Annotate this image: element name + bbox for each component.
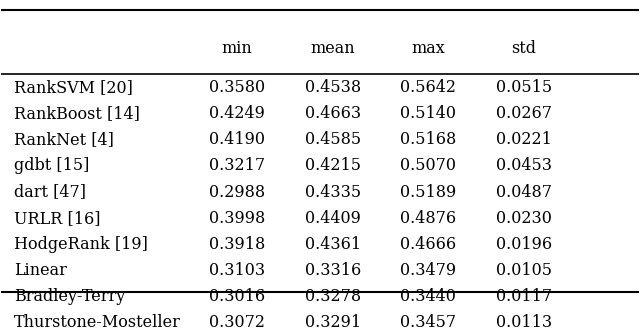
Text: 0.0453: 0.0453: [496, 157, 552, 174]
Text: 0.3998: 0.3998: [209, 210, 266, 227]
Text: 0.3479: 0.3479: [400, 262, 456, 279]
Text: 0.3291: 0.3291: [305, 314, 361, 329]
Text: 0.4335: 0.4335: [305, 184, 361, 201]
Text: 0.0117: 0.0117: [496, 288, 552, 305]
Text: Bradley-Terry: Bradley-Terry: [14, 288, 125, 305]
Text: Linear: Linear: [14, 262, 67, 279]
Text: 0.3457: 0.3457: [400, 314, 456, 329]
Text: 0.4585: 0.4585: [305, 131, 361, 148]
Text: 0.3278: 0.3278: [305, 288, 361, 305]
Text: 0.3103: 0.3103: [209, 262, 265, 279]
Text: 0.0515: 0.0515: [496, 79, 552, 96]
Text: 0.3580: 0.3580: [209, 79, 265, 96]
Text: URLR [16]: URLR [16]: [14, 210, 100, 227]
Text: 0.0105: 0.0105: [496, 262, 552, 279]
Text: RankBoost [14]: RankBoost [14]: [14, 105, 140, 122]
Text: 0.4538: 0.4538: [305, 79, 361, 96]
Text: gdbt [15]: gdbt [15]: [14, 157, 90, 174]
Text: min: min: [222, 40, 253, 57]
Text: 0.4361: 0.4361: [305, 236, 361, 253]
Text: 0.2988: 0.2988: [209, 184, 265, 201]
Text: 0.0230: 0.0230: [496, 210, 552, 227]
Text: std: std: [511, 40, 536, 57]
Text: 0.3217: 0.3217: [209, 157, 265, 174]
Text: 0.3316: 0.3316: [305, 262, 361, 279]
Text: max: max: [412, 40, 445, 57]
Text: 0.5070: 0.5070: [401, 157, 456, 174]
Text: 0.3440: 0.3440: [401, 288, 456, 305]
Text: 0.5642: 0.5642: [401, 79, 456, 96]
Text: 0.4409: 0.4409: [305, 210, 361, 227]
Text: 0.0267: 0.0267: [496, 105, 552, 122]
Text: 0.0196: 0.0196: [496, 236, 552, 253]
Text: RankSVM [20]: RankSVM [20]: [14, 79, 133, 96]
Text: 0.5140: 0.5140: [401, 105, 456, 122]
Text: 0.5168: 0.5168: [400, 131, 456, 148]
Text: 0.4249: 0.4249: [209, 105, 265, 122]
Text: 0.3016: 0.3016: [209, 288, 265, 305]
Text: 0.4666: 0.4666: [400, 236, 456, 253]
Text: 0.4215: 0.4215: [305, 157, 361, 174]
Text: 0.5189: 0.5189: [400, 184, 456, 201]
Text: 0.0113: 0.0113: [496, 314, 552, 329]
Text: mean: mean: [310, 40, 355, 57]
Text: dart [47]: dart [47]: [14, 184, 86, 201]
Text: 0.0221: 0.0221: [496, 131, 552, 148]
Text: Thurstone-Mosteller: Thurstone-Mosteller: [14, 314, 181, 329]
Text: 0.4663: 0.4663: [305, 105, 361, 122]
Text: 0.4190: 0.4190: [209, 131, 265, 148]
Text: 0.3918: 0.3918: [209, 236, 266, 253]
Text: 0.4876: 0.4876: [400, 210, 456, 227]
Text: HodgeRank [19]: HodgeRank [19]: [14, 236, 148, 253]
Text: RankNet [4]: RankNet [4]: [14, 131, 114, 148]
Text: 0.0487: 0.0487: [496, 184, 552, 201]
Text: 0.3072: 0.3072: [209, 314, 265, 329]
